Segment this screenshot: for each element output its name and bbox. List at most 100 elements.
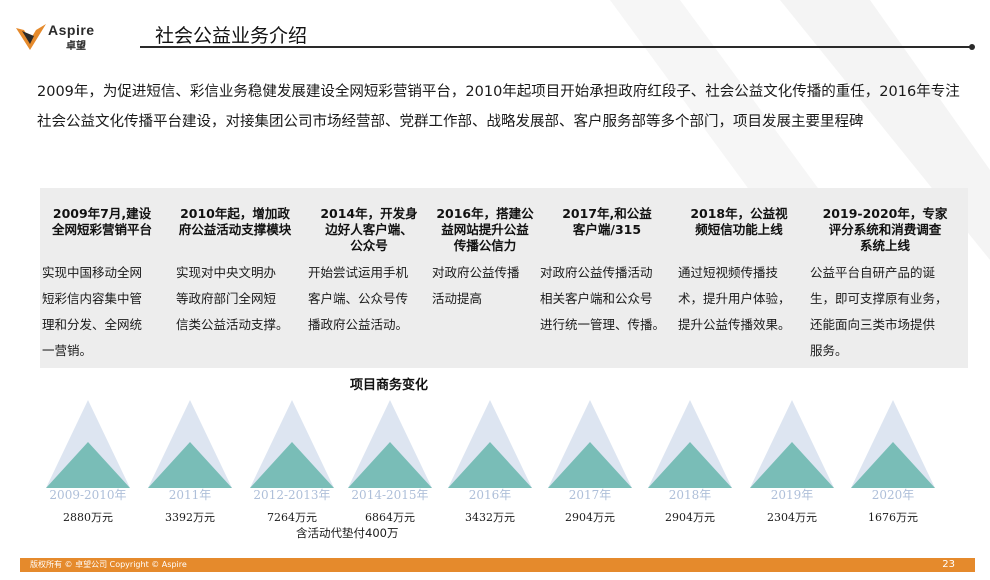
milestone-heading-line: 客户端/315 xyxy=(572,222,642,237)
year-label: 2016年 xyxy=(468,488,512,502)
year-label: 2019年 xyxy=(770,488,814,502)
page-title: 社会公益业务介绍 xyxy=(155,25,308,47)
milestone-heading: 2017年,和公益 客户端/315 xyxy=(538,206,676,238)
year-label: 2011年 xyxy=(168,488,212,502)
milestone-heading-line: 评分系统和消费调查 xyxy=(828,222,942,237)
amount-label: 3432万元 xyxy=(465,511,515,524)
amount-label: 2880万元 xyxy=(63,511,113,524)
milestone-description-line: 一营销。 xyxy=(42,343,93,358)
revenue-mountain-icon xyxy=(750,400,834,488)
year-label: 2012-2013年 xyxy=(253,488,331,502)
milestone-column: 2010年起，增加政 府公益活动支撑模块 实现对中央文明办 等政府部门全网短 信类公益活… xyxy=(170,206,300,338)
milestone-description-line: 对政府公益传播 xyxy=(432,265,520,280)
amount-label: 7264万元 xyxy=(267,511,317,524)
revenue-mountain-icon xyxy=(548,400,632,488)
amount-label: 6864万元 xyxy=(365,511,415,524)
milestone-heading-line: 边好人客户端、 xyxy=(325,222,413,237)
revenue-mountain-icon xyxy=(851,400,935,488)
milestone-description: 实现对中央文明办 等政府部门全网短 信类公益活动支撑。 xyxy=(170,260,300,338)
milestone-heading-line: 2016年，搭建公 xyxy=(436,206,534,221)
revenue-mountain-icon xyxy=(648,400,732,488)
year-label: 2014-2015年 xyxy=(351,488,429,502)
milestone-heading-line: 频短信功能上线 xyxy=(695,222,783,237)
milestone-column: 2009年7月,建设 全网短彩营销平台实现中国移动全网 短彩信内容集中管 理和分发、全… xyxy=(40,206,164,364)
milestone-description-line: 通过短视频传播技 xyxy=(678,265,779,280)
milestone-heading: 2016年，搭建公 益网站提升公益 传播公信力 xyxy=(432,206,538,254)
milestone-description: 对政府公益传播活动 相关客户端和公众号 进行统一管理、传播。 xyxy=(538,260,676,338)
milestone-column: 2018年，公益视 频短信功能上线通过短视频传播技 术，提升用户体验， 提升公益传播效… xyxy=(676,206,802,338)
milestone-heading-line: 传播公信力 xyxy=(453,238,517,253)
amount-note: 含活动代垫付400万 xyxy=(296,526,399,540)
milestone-description-line: 还能面向三类市场提供 xyxy=(810,317,936,332)
milestone-heading-line: 2018年，公益视 xyxy=(690,206,788,221)
milestone-description: 通过短视频传播技 术，提升用户体验， 提升公益传播效果。 xyxy=(676,260,802,338)
milestone-description-line: 相关客户端和公众号 xyxy=(540,291,653,306)
milestone-heading-line: 2010年起，增加政 xyxy=(180,206,290,221)
milestone-heading-line: 2009年7月,建设 xyxy=(52,206,152,221)
milestone-column: 2019-2020年，专家 评分系统和消费调查 系统上线公益平台自研产品的诞 生，即可… xyxy=(806,206,964,364)
amount-label: 2904万元 xyxy=(565,511,615,524)
amount-label: 2904万元 xyxy=(665,511,715,524)
milestone-heading: 2009年7月,建设 全网短彩营销平台 xyxy=(40,206,164,238)
amount-label: 2304万元 xyxy=(767,511,817,524)
milestone-description-line: 对政府公益传播活动 xyxy=(540,265,653,280)
revenue-mountain-icon xyxy=(448,400,532,488)
milestone-description: 实现中国移动全网 短彩信内容集中管 理和分发、全网统 一营销。 xyxy=(40,260,164,364)
milestone-description: 公益平台自研产品的诞 生，即可支撑原有业务， 还能面向三类市场提供 服务。 xyxy=(806,260,964,364)
year-label: 2017年 xyxy=(568,488,612,502)
milestone-heading: 2014年，开发身 边好人客户端、 公众号 xyxy=(308,206,430,254)
footer-bar: 版权所有 © 卓望公司 Copyright © Aspire 23 xyxy=(20,558,975,572)
business-section-title: 项目商务变化 xyxy=(350,378,429,393)
milestone-description-line: 信类公益活动支撑。 xyxy=(176,317,289,332)
milestone-description-line: 服务。 xyxy=(810,343,848,358)
milestone-description-line: 实现中国移动全网 xyxy=(42,265,143,280)
milestone-column: 2017年,和公益 客户端/315 对政府公益传播活动 相关客户端和公众号 进行统一管理… xyxy=(538,206,676,338)
milestone-description-line: 客户端、公众号传 xyxy=(308,291,409,306)
brand-name-cn: 卓望 xyxy=(66,41,86,52)
intro-paragraph: 2009年，为促进短信、彩信业务稳健发展建设全网短彩营销平台，2010年起项目开… xyxy=(37,84,960,130)
milestone-heading-line: 2017年,和公益 xyxy=(562,206,652,221)
milestone-heading: 2019-2020年，专家 评分系统和消费调查 系统上线 xyxy=(806,206,964,254)
milestone-description: 开始尝试运用手机 客户端、公众号传 播政府公益活动。 xyxy=(308,260,430,338)
milestone-description: 对政府公益传播 活动提高 xyxy=(432,260,538,312)
milestone-heading-line: 全网短彩营销平台 xyxy=(51,222,152,237)
milestone-column: 2014年，开发身 边好人客户端、 公众号开始尝试运用手机 客户端、公众号传 播政府公益… xyxy=(308,206,430,338)
milestone-description-line: 理和分发、全网统 xyxy=(42,317,143,332)
milestone-description-line: 短彩信内容集中管 xyxy=(42,291,143,306)
footer-copyright: 版权所有 © 卓望公司 Copyright © Aspire xyxy=(30,560,187,569)
milestone-description-line: 生，即可支撑原有业务， xyxy=(810,291,948,306)
brand-name: Aspire xyxy=(48,22,95,38)
amount-label: 3392万元 xyxy=(165,511,215,524)
milestone-heading-line: 2014年，开发身 xyxy=(320,206,418,221)
revenue-mountain-icon xyxy=(148,400,232,488)
milestone-heading-line: 益网站提升公益 xyxy=(441,222,529,237)
milestone-description-line: 等政府部门全网短 xyxy=(176,291,277,306)
year-label: 2009-2010年 xyxy=(49,488,127,502)
milestone-heading: 2010年起，增加政 府公益活动支撑模块 xyxy=(170,206,300,238)
milestone-description-line: 活动提高 xyxy=(432,291,483,306)
milestone-description-line: 进行统一管理、传播。 xyxy=(540,317,666,332)
year-label: 2018年 xyxy=(668,488,712,502)
page-number: 23 xyxy=(942,559,955,570)
aspire-logo: Aspire 卓望 xyxy=(14,22,134,56)
milestone-heading-line: 府公益活动支撑模块 xyxy=(178,222,292,237)
title-divider xyxy=(140,44,975,50)
aspire-logo-mark-icon xyxy=(16,24,46,50)
milestone-description-line: 开始尝试运用手机 xyxy=(308,265,409,280)
milestone-heading-line: 系统上线 xyxy=(859,238,910,253)
milestone-description-line: 实现对中央文明办 xyxy=(176,265,277,280)
milestone-column: 2016年，搭建公 益网站提升公益 传播公信力对政府公益传播 活动提高 xyxy=(432,206,538,312)
milestone-description-line: 播政府公益活动。 xyxy=(308,317,409,332)
year-label: 2020年 xyxy=(871,488,915,502)
revenue-mountain-icon xyxy=(250,400,334,488)
revenue-mountain-icon xyxy=(348,400,432,488)
milestone-description-line: 术，提升用户体验， xyxy=(678,291,791,306)
milestone-description-line: 提升公益传播效果。 xyxy=(678,317,791,332)
amount-label: 1676万元 xyxy=(868,511,918,524)
milestone-heading-line: 2019-2020年，专家 xyxy=(822,206,948,221)
milestone-heading-line: 公众号 xyxy=(350,238,388,253)
milestone-heading: 2018年，公益视 频短信功能上线 xyxy=(676,206,802,238)
milestone-table xyxy=(40,188,968,368)
milestone-description-line: 公益平台自研产品的诞 xyxy=(810,265,936,280)
revenue-mountain-icon xyxy=(46,400,130,488)
